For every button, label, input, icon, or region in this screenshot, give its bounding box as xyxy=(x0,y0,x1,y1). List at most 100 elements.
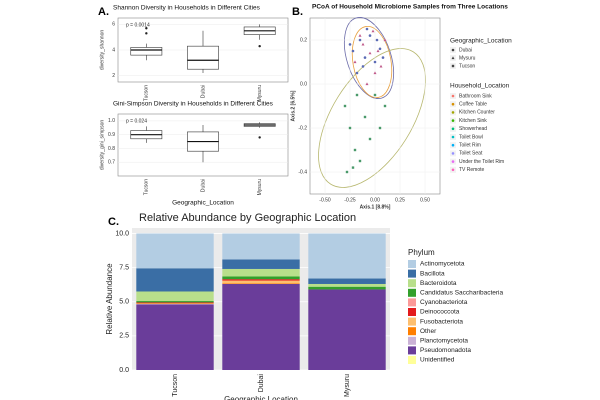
point xyxy=(353,148,357,152)
x-tick-label: Tucson xyxy=(144,179,150,195)
point xyxy=(363,56,367,59)
legend-label: Showerhead xyxy=(459,126,487,132)
point xyxy=(383,38,387,42)
ellipse-mysuru xyxy=(351,25,393,99)
legend-symbol xyxy=(451,168,455,172)
x-tick-label: 0.50 xyxy=(420,197,430,203)
legend-swatch xyxy=(408,308,416,316)
legend-swatch xyxy=(408,317,416,326)
legend-symbol xyxy=(451,127,455,131)
bar-segment xyxy=(222,268,300,277)
point xyxy=(368,137,372,141)
legend-label: Fusobacteriota xyxy=(420,318,463,325)
x-tick-label: 0.25 xyxy=(395,197,405,203)
y-axis-label: Relative Abundance xyxy=(105,263,114,335)
bar-segment xyxy=(308,286,386,290)
bar-segment xyxy=(136,304,214,370)
outlier xyxy=(145,32,148,35)
y-tick-label: 0.7 xyxy=(108,160,115,166)
chart-title: Gini-Simpson Diversity in Households in … xyxy=(113,101,274,108)
point xyxy=(358,38,362,42)
legend-label: Dubai xyxy=(459,47,472,53)
legend-swatch xyxy=(408,288,416,297)
legend-symbol xyxy=(451,64,455,68)
point xyxy=(365,82,369,86)
legend-label: Bacillota xyxy=(420,270,445,277)
point xyxy=(379,64,383,68)
ellipse-tucson xyxy=(318,48,426,188)
legend-swatch xyxy=(408,346,416,355)
y-tick-label: 0.2 xyxy=(300,37,307,43)
legend-label: Actinomycetota xyxy=(420,261,465,268)
legend-symbol xyxy=(451,119,455,122)
legend-label: Deinococcota xyxy=(420,309,460,316)
bar-segment xyxy=(222,233,300,260)
bar-segment xyxy=(136,301,214,303)
point xyxy=(348,126,352,130)
bar-segment xyxy=(222,283,300,370)
box xyxy=(130,47,163,56)
point xyxy=(373,60,377,64)
y-tick-label: 5.0 xyxy=(119,299,129,306)
point xyxy=(345,170,349,174)
bar-segment xyxy=(308,283,386,287)
y-tick-label: 10.0 xyxy=(115,230,129,237)
chart-title: Shannon Diversity in Households in Diffe… xyxy=(113,5,261,12)
chart-title: Relative Abundance by Geographic Locatio… xyxy=(139,212,356,224)
legend-swatch xyxy=(408,336,416,345)
legend-label: Tucson xyxy=(459,63,475,69)
point xyxy=(358,34,362,37)
box xyxy=(187,45,219,70)
legend-title: Phylum xyxy=(408,248,435,257)
panel-label: B. xyxy=(292,6,303,18)
point xyxy=(351,49,355,53)
point xyxy=(353,60,357,64)
point xyxy=(361,65,365,68)
y-tick-label: -0.4 xyxy=(298,169,307,175)
outlier xyxy=(145,27,148,30)
y-axis-label: diversity_shannon xyxy=(99,30,105,71)
annotation: p = 0.0014 xyxy=(126,22,150,28)
x-axis-label: Axis.1 [8.8%] xyxy=(360,204,391,210)
x-tick-label: Tucson xyxy=(172,374,179,397)
bar-segment xyxy=(222,283,300,284)
point xyxy=(378,47,382,51)
legend-label: Kitchen Sink xyxy=(459,118,487,124)
y-tick-label: 0.8 xyxy=(108,146,115,152)
point xyxy=(378,126,382,130)
legend-swatch xyxy=(408,279,416,288)
bar-segment xyxy=(308,278,386,284)
bar-segment xyxy=(136,291,214,302)
legend-symbol xyxy=(451,143,455,147)
bar-segment xyxy=(136,303,214,305)
y-axis-label: diversity_gini_simpson xyxy=(99,120,105,171)
x-axis-label: Geographic_Location xyxy=(172,200,234,207)
legend-label: Planctomycetota xyxy=(420,338,468,345)
x-tick-label: Mysuru xyxy=(344,374,351,397)
legend-label: Cyanobacteriota xyxy=(420,299,468,306)
outlier xyxy=(258,44,261,48)
legend-symbol xyxy=(451,48,455,52)
point xyxy=(348,43,352,46)
point xyxy=(373,93,377,97)
point xyxy=(368,34,372,37)
legend-label: Coffee Table xyxy=(459,102,487,108)
bar-segment xyxy=(222,280,300,284)
panel-label: C. xyxy=(108,216,119,228)
point xyxy=(371,29,375,33)
point xyxy=(373,71,377,75)
chart-title: PCoA of Household Microbiome Samples fro… xyxy=(312,4,508,11)
y-tick-label: 2 xyxy=(112,73,115,79)
legend-symbol xyxy=(451,111,455,114)
legend-label: Mysuru xyxy=(459,55,476,61)
y-tick-label: 1.0 xyxy=(108,118,115,124)
y-tick-label: 6 xyxy=(112,22,115,28)
point xyxy=(358,159,362,163)
legend-label: Candidatus Saccharibacteria xyxy=(420,290,503,297)
point xyxy=(375,38,379,42)
legend-label: Under the Toilet Rim xyxy=(459,159,504,165)
bar-segment xyxy=(222,279,300,281)
legend-symbol xyxy=(451,94,455,98)
x-tick-label: Mysuru xyxy=(257,179,263,196)
